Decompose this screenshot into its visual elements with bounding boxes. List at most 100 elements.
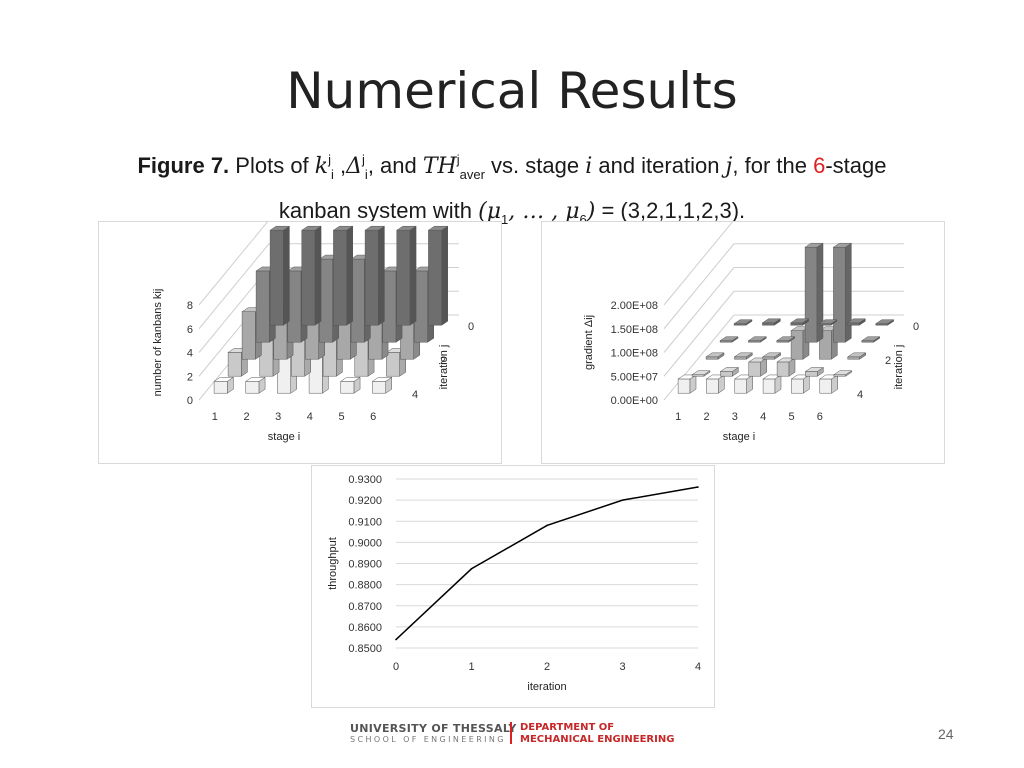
bar-top bbox=[761, 318, 782, 324]
university-name: UNIVERSITY OF THESSALY bbox=[350, 722, 517, 735]
z-tick-label: 0 bbox=[468, 321, 474, 333]
department-line-1: DEPARTMENT OF bbox=[520, 722, 615, 733]
bar-top bbox=[775, 336, 796, 341]
bar-side bbox=[409, 225, 417, 326]
y-tick-label: 0.8600 bbox=[348, 622, 382, 634]
slide-title: Numerical Results bbox=[286, 62, 738, 120]
data-point bbox=[621, 499, 624, 501]
y-axis-label: gradient Δij bbox=[583, 315, 595, 370]
bar-top bbox=[339, 377, 361, 382]
bar-top bbox=[874, 319, 895, 324]
bar-front bbox=[762, 322, 775, 326]
x-axis-label: iteration bbox=[527, 681, 566, 693]
z-tick-label: 0 bbox=[913, 321, 919, 333]
data-point bbox=[395, 638, 397, 641]
bar-front bbox=[706, 378, 719, 394]
gridline-side bbox=[198, 243, 270, 330]
gradient-chart-panel: 0.00E+00 5.00E+07 1.00E+08 1.50E+08 2.00E+08… bbox=[541, 219, 945, 464]
y-tick-label: 8 bbox=[187, 300, 193, 312]
footer-logo: UNIVERSITY OF THESSALY SCHOOL OF ENGINEE… bbox=[350, 722, 690, 746]
symbol-paren: ) bbox=[586, 199, 596, 224]
bar-front bbox=[414, 270, 428, 343]
bar-front bbox=[382, 270, 397, 343]
bar-front bbox=[720, 371, 733, 377]
y-tick-label: 0 bbox=[187, 395, 193, 407]
bar-top bbox=[789, 318, 810, 324]
bar-front bbox=[333, 229, 347, 326]
symbol-mu: , … , μ bbox=[508, 199, 580, 224]
x-tick-label: 6 bbox=[370, 411, 376, 423]
bar-front bbox=[790, 322, 803, 326]
kanbans-chart-panel: 0 2 4 6 8 1 2 3 4 5 6 0 2 4 stage i number of kanbans k… bbox=[98, 219, 502, 464]
bar-front bbox=[805, 371, 818, 377]
gridline-side bbox=[663, 314, 735, 401]
school-name: SCHOOL OF ENGINEERING bbox=[350, 735, 506, 744]
gridline-side bbox=[663, 267, 735, 353]
bar-front bbox=[819, 378, 832, 394]
data-point bbox=[470, 567, 473, 570]
bar-front bbox=[213, 381, 228, 394]
symbol-delta: Δ bbox=[346, 154, 363, 179]
data-point bbox=[697, 486, 699, 488]
x-tick-label: 2 bbox=[703, 411, 709, 423]
y-tick-label: 0.9200 bbox=[348, 495, 382, 507]
bar-front bbox=[241, 311, 256, 360]
x-tick-label: 1 bbox=[468, 661, 474, 673]
y-tick-label: 0.9300 bbox=[348, 474, 382, 486]
x-tick-label: 5 bbox=[788, 411, 794, 423]
bar-front bbox=[319, 258, 333, 343]
y-tick-label: 0.8900 bbox=[348, 559, 382, 571]
bar-front bbox=[255, 270, 270, 343]
caption-text: = (3,2,1,1,2,3). bbox=[595, 198, 746, 223]
x-tick-label: 1 bbox=[212, 411, 218, 423]
caption-text: , and bbox=[367, 153, 423, 178]
bar-top bbox=[300, 225, 322, 231]
bar-front bbox=[804, 246, 818, 343]
bar-top bbox=[846, 352, 867, 358]
bar-front bbox=[734, 378, 747, 394]
y-tick-label: 2.00E+08 bbox=[611, 300, 658, 312]
x-tick-label: 5 bbox=[338, 411, 344, 423]
figure-caption: Figure 7. Plots of kji ,Δji, and THjaver… bbox=[40, 142, 984, 238]
x-tick-label: 3 bbox=[732, 411, 738, 423]
symbol-sub: i bbox=[331, 167, 334, 182]
bar-side bbox=[441, 225, 448, 326]
page-number: 24 bbox=[938, 726, 954, 742]
x-tick-label: 3 bbox=[275, 411, 281, 423]
y-tick-label: 0.8700 bbox=[348, 601, 382, 613]
bar-top bbox=[719, 367, 740, 372]
gridline-side bbox=[663, 290, 735, 377]
bar-top bbox=[395, 225, 417, 231]
bar-top bbox=[364, 225, 386, 231]
bar-top bbox=[269, 225, 291, 231]
bar-front bbox=[350, 258, 365, 343]
y-tick-label: 1.00E+08 bbox=[611, 348, 658, 360]
bar-front bbox=[287, 270, 302, 343]
bar-front bbox=[364, 229, 379, 326]
symbol-sub: 1 bbox=[501, 212, 509, 227]
data-point bbox=[546, 524, 548, 527]
gridline-side bbox=[663, 243, 735, 330]
x-tick-label: 2 bbox=[243, 411, 249, 423]
bar-side bbox=[346, 225, 353, 326]
x-tick-label: 1 bbox=[675, 411, 681, 423]
bar-front bbox=[227, 352, 242, 377]
bar-front bbox=[847, 322, 860, 326]
bar-side bbox=[283, 225, 290, 326]
x-tick-label: 4 bbox=[307, 411, 313, 423]
bar-top bbox=[804, 367, 825, 372]
bar-top bbox=[733, 319, 753, 324]
x-tick-label: 6 bbox=[817, 411, 823, 423]
bar-top bbox=[761, 352, 782, 358]
y-tick-label: 0.8500 bbox=[348, 643, 382, 655]
bar-front bbox=[734, 356, 747, 360]
bar-front bbox=[269, 229, 284, 326]
z-tick-label: 4 bbox=[857, 389, 863, 401]
caption-text: , bbox=[333, 153, 347, 178]
symbol-i: i bbox=[585, 154, 593, 179]
bar-top bbox=[818, 319, 838, 324]
x-tick-label: 2 bbox=[544, 661, 550, 673]
x-tick-label: 4 bbox=[760, 411, 766, 423]
kanbans-3d-bar-chart: 0 2 4 6 8 1 2 3 4 5 6 0 2 4 stage i number of kanbans k… bbox=[152, 219, 474, 443]
stage-count: 6 bbox=[813, 153, 826, 178]
